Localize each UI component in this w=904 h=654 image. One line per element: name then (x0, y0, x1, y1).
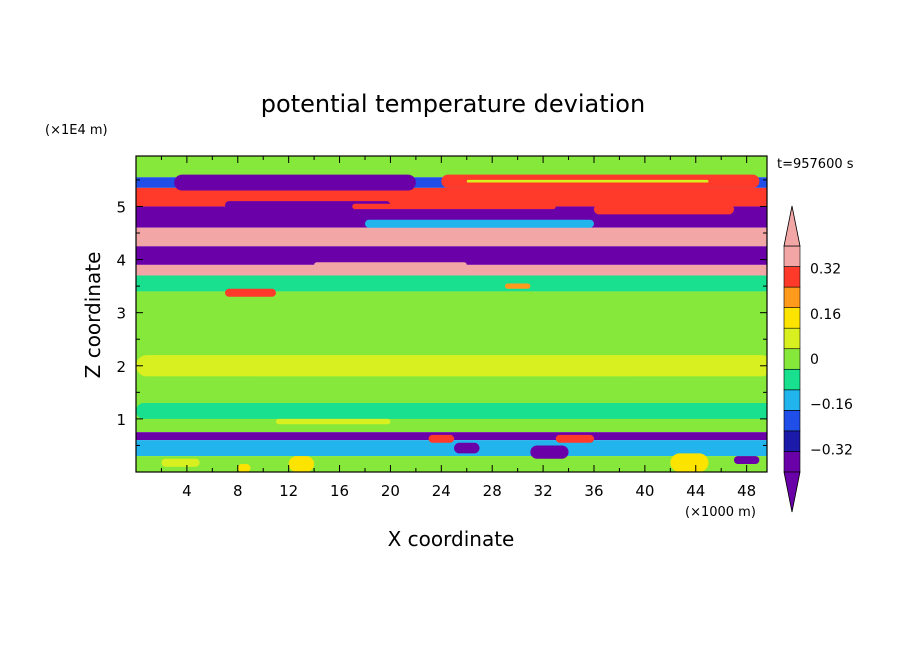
y-unit-label: (×1E4 m) (45, 123, 108, 138)
contour-patch (454, 443, 479, 454)
contour-patch (276, 419, 390, 424)
x-tick-label: 20 (381, 482, 400, 500)
contour-patch (594, 204, 734, 215)
contour-patch (352, 204, 556, 209)
y-axis-label: Z coordinate (81, 252, 105, 379)
colorbar-segment (784, 287, 800, 308)
contour-patch (429, 435, 454, 443)
x-tick-label: 48 (737, 482, 756, 500)
colorbar-segment (784, 267, 800, 288)
contour-patch (441, 408, 568, 413)
contour-patch (365, 220, 594, 228)
colorbar-segment (784, 349, 800, 370)
contour-band (136, 440, 767, 456)
contour-patch (467, 180, 709, 183)
contour-patch (136, 355, 772, 376)
contour-patch (238, 464, 251, 472)
contour-patch (289, 456, 314, 472)
contour-patch (530, 445, 568, 458)
colorbar-segment (784, 328, 800, 349)
y-tick-label: 3 (116, 305, 126, 323)
contour-patch (225, 289, 276, 297)
x-axis-label: X coordinate (388, 527, 515, 551)
y-tick-label: 5 (116, 198, 126, 216)
colorbar-segment (784, 410, 800, 431)
colorbar-segment (784, 390, 800, 411)
contour-patch (556, 435, 594, 443)
colorbar-segment (784, 451, 800, 472)
colorbar-top-arrow (784, 206, 800, 246)
x-tick-label: 24 (432, 482, 451, 500)
y-tick-label: 1 (116, 411, 126, 429)
x-tick-label: 4 (182, 482, 192, 500)
time-label: t=957600 s (777, 157, 854, 172)
colorbar-label: 0.16 (810, 307, 841, 323)
contour-band (136, 156, 767, 177)
chart-title: potential temperature deviation (261, 90, 645, 118)
x-tick-label: 16 (330, 482, 349, 500)
colorbar: 0.32 0.16 0 −0.16 −0.32 (784, 206, 853, 512)
y-tick-label: 4 (116, 252, 126, 270)
x-tick-label: 8 (233, 482, 243, 500)
x-tick-label: 36 (584, 482, 603, 500)
x-tick-label: 28 (483, 482, 502, 500)
x-tick-label: 32 (534, 482, 553, 500)
y-tick-label: 2 (116, 358, 126, 376)
colorbar-segment (784, 246, 800, 267)
contour-patch (161, 459, 199, 467)
contour-patch (174, 175, 416, 191)
colorbar-bottom-arrow (784, 472, 800, 512)
contour-patch (734, 456, 759, 464)
colorbar-segment (784, 308, 800, 329)
x-tick-label: 40 (635, 482, 654, 500)
colorbar-label: −0.32 (810, 442, 853, 458)
x-tick-label: 12 (279, 482, 298, 500)
colorbar-label: 0.32 (810, 262, 841, 278)
contour-patch (670, 453, 708, 472)
x-tick-label: 44 (686, 482, 705, 500)
contour-plot-area (136, 156, 772, 472)
colorbar-segment (784, 431, 800, 452)
colorbar-label: 0 (810, 352, 819, 368)
contour-band (136, 246, 767, 265)
colorbar-label: −0.16 (810, 397, 853, 413)
contour-patch (505, 283, 530, 288)
x-unit-label: (×1000 m) (685, 505, 756, 520)
colorbar-segment (784, 369, 800, 390)
contour-patch (314, 262, 467, 267)
contour-patch (263, 236, 517, 244)
